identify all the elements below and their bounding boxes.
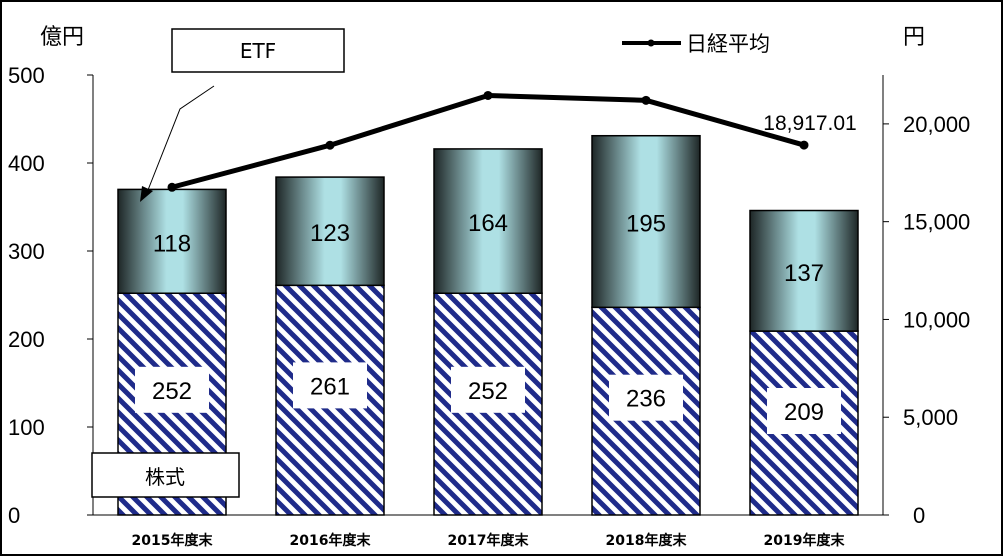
left-tick-label: 100 — [8, 415, 45, 440]
left-tick-label: 0 — [8, 503, 20, 528]
bar-etf — [275, 176, 385, 287]
bar-stock-value: 209 — [784, 399, 824, 426]
legend: 日経平均 — [622, 32, 770, 56]
nikkei-line-group — [167, 90, 809, 192]
bar-stock-value: 252 — [468, 378, 508, 405]
category-label: 2018年度末 — [606, 532, 688, 549]
bars-group: 252 118 261 123 252 164 236 195 209 137 — [117, 134, 859, 516]
bar-stock-value-bg — [609, 374, 683, 421]
bar-etf-value: 118 — [153, 230, 191, 257]
stock-callout: 株式 — [91, 452, 240, 498]
etf-callout-box — [171, 28, 345, 73]
left-tick-label: 300 — [8, 239, 45, 264]
bar-etf-value: 195 — [626, 211, 666, 238]
nikkei-point — [641, 95, 651, 105]
legend-marker — [647, 39, 655, 47]
nikkei-point — [167, 182, 177, 192]
bar-etf — [749, 209, 859, 332]
bar-stock-value: 261 — [310, 373, 350, 400]
etf-callout-pointer — [147, 85, 215, 191]
legend-label: 日経平均 — [686, 32, 770, 56]
bar-stock-value: 252 — [152, 378, 192, 405]
bar-etf-value: 123 — [310, 220, 350, 247]
left-axis-ticks: 0 100 200 300 400 500 — [8, 63, 93, 528]
etf-callout: ETF — [140, 28, 345, 202]
bar-stock-value-bg — [135, 366, 209, 413]
bar-stock-value-bg — [451, 366, 525, 413]
right-tick-label: 10,000 — [903, 307, 970, 332]
category-label: 2019年度末 — [764, 532, 846, 549]
left-axis-unit: 億円 — [40, 25, 84, 50]
bar-etf — [591, 134, 701, 309]
left-tick-label: 200 — [8, 327, 45, 352]
category-labels: 2015年度末 2016年度末 2017年度末 2018年度末 2019年度末 — [132, 532, 846, 549]
right-tick-label: 0 — [913, 503, 925, 528]
category-label: 2016年度末 — [290, 532, 372, 549]
right-axis-unit: 円 — [903, 25, 925, 50]
right-tick-label: 5,000 — [903, 405, 958, 430]
bar-etf — [433, 148, 543, 294]
stock-callout-label: 株式 — [145, 465, 185, 489]
right-axis-ticks: 0 5,000 10,000 15,000 20,000 — [883, 112, 970, 528]
nikkei-point — [799, 140, 809, 150]
bar-etf — [117, 188, 227, 294]
bar-stock-value-bg — [767, 388, 841, 435]
category-label: 2017年度末 — [448, 532, 530, 549]
left-tick-label: 500 — [8, 63, 45, 88]
etf-callout-arrowhead — [140, 186, 153, 202]
etf-callout-label: ETF — [240, 39, 276, 63]
left-tick-label: 400 — [8, 151, 45, 176]
bar-etf-value: 137 — [784, 260, 824, 287]
stock-callout-box — [91, 452, 240, 498]
nikkei-point — [325, 140, 335, 150]
bar-etf-value: 164 — [468, 210, 508, 237]
right-tick-label: 15,000 — [903, 210, 970, 235]
nikkei-last-value-annotation: 18,917.01 — [763, 112, 856, 135]
nikkei-point — [483, 90, 493, 100]
bar-stock-value: 236 — [626, 386, 666, 413]
category-label: 2015年度末 — [132, 532, 214, 549]
bar-stock-value-bg — [293, 362, 367, 409]
right-tick-label: 20,000 — [903, 112, 970, 137]
